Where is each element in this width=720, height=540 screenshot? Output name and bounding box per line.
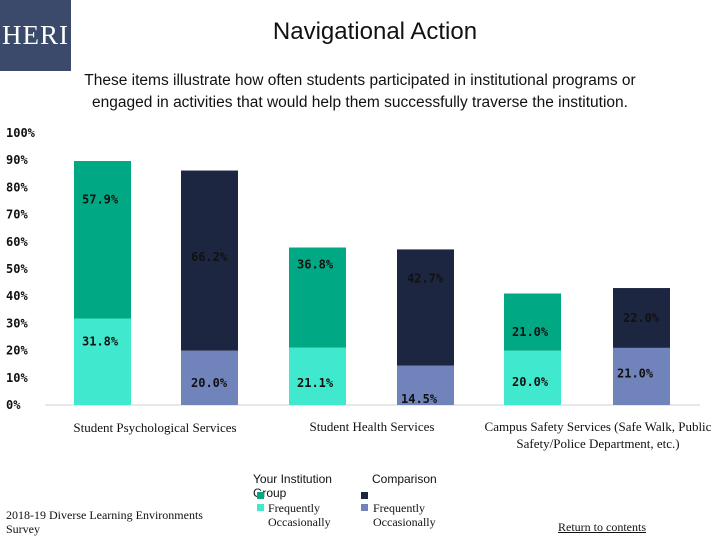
y-tick-label: 20% <box>6 344 28 358</box>
legend-swatch-your-occasionally <box>257 504 264 511</box>
category-label-health: Student Health Services <box>309 419 435 434</box>
bar-your-occasionally <box>504 350 561 405</box>
heri-logo: HERI <box>0 0 71 71</box>
bar-comparison-occasionally <box>613 347 670 405</box>
return-to-contents-link[interactable]: Return to contents <box>558 520 646 534</box>
legend-swatch-comparison-occasionally <box>361 504 368 511</box>
bar-your-occasionally <box>74 318 131 405</box>
data-label-comparison-frequently: 66.2% <box>191 250 228 264</box>
legend-comparison-occasionally-label: Occasionally <box>373 515 436 529</box>
bar-comparison-frequently <box>181 170 238 351</box>
legend-your-frequently-label: Frequently <box>268 501 320 515</box>
category-label-safety: Campus Safety Services (Safe Walk, Publi… <box>484 419 712 451</box>
data-label-comparison-occasionally: 20.0% <box>191 376 228 390</box>
data-label-your-frequently: 21.0% <box>512 325 549 339</box>
data-label-your-occasionally: 21.1% <box>297 376 334 390</box>
y-tick-label: 10% <box>6 371 28 385</box>
data-label-your-occasionally: 20.0% <box>512 375 549 389</box>
survey-caption: 2018-19 Diverse Learning Environments Su… <box>6 508 203 536</box>
data-label-comparison-frequently: 22.0% <box>623 311 660 325</box>
y-tick-label: 80% <box>6 180 28 194</box>
y-tick-label: 50% <box>6 262 28 276</box>
bar-comparison-occasionally <box>397 365 454 405</box>
bar-comparison-frequently <box>613 288 670 348</box>
page-title: Navigational Action <box>272 18 478 45</box>
bar-comparison-frequently <box>397 249 454 366</box>
y-tick-label: 60% <box>6 235 28 249</box>
y-tick-label: 40% <box>6 289 28 303</box>
y-tick-label: 100% <box>6 126 36 140</box>
bar-your-frequently <box>504 293 561 351</box>
data-label-comparison-occasionally: 14.5% <box>401 392 438 406</box>
page-subtitle: These items illustrate how often student… <box>84 72 636 111</box>
bar-comparison-occasionally <box>181 350 238 405</box>
data-label-comparison-occasionally: 21.0% <box>617 367 654 381</box>
bar-your-frequently <box>289 247 346 348</box>
y-tick-label: 70% <box>6 208 28 222</box>
y-tick-label: 0% <box>6 398 21 412</box>
legend-swatch-your-frequently <box>257 492 264 499</box>
legend-comparison-frequently-label: Frequently <box>373 501 425 515</box>
data-label-your-occasionally: 31.8% <box>82 335 119 349</box>
category-label-psych: Student Psychological Services <box>73 420 237 435</box>
legend-comparison: Comparison <box>372 472 437 486</box>
data-label-your-frequently: 57.9% <box>82 193 119 207</box>
legend-your-occasionally-label: Occasionally <box>268 515 331 529</box>
bar-your-occasionally <box>289 347 346 405</box>
legend-your-group: Your Institution Group <box>253 472 332 500</box>
data-label-comparison-frequently: 42.7% <box>407 271 444 285</box>
y-tick-label: 30% <box>6 316 28 330</box>
data-label-your-frequently: 36.8% <box>297 258 334 272</box>
y-tick-label: 90% <box>6 153 28 167</box>
stacked-bar-chart: 0% 10% 20% 30% 40% 50% 60% 70% 80% 90% 100% 31.8% 57… <box>6 126 700 412</box>
legend-swatch-comparison-frequently <box>361 492 368 499</box>
bar-your-frequently <box>74 161 131 319</box>
